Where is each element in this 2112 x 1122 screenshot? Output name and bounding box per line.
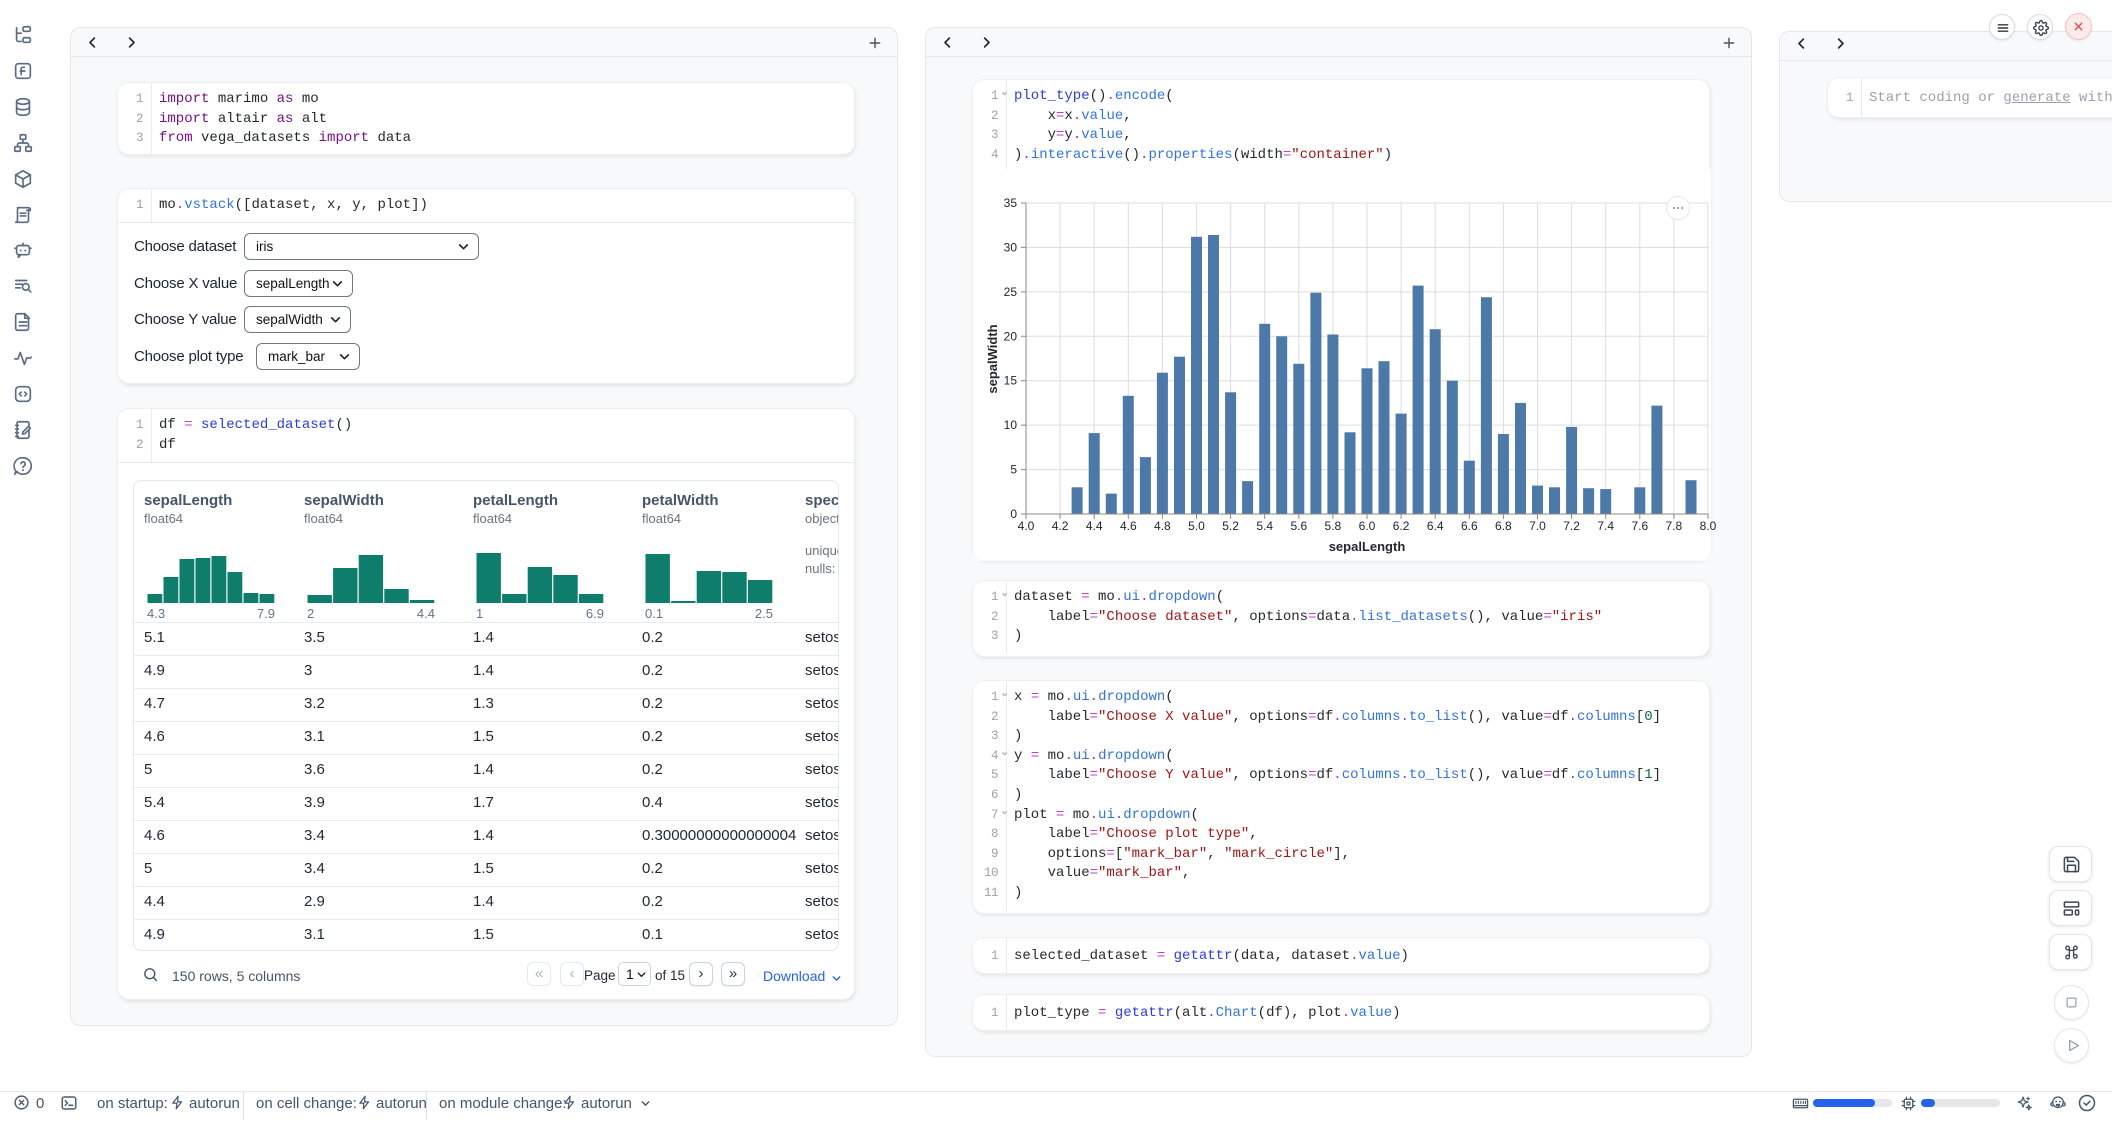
svg-text:4.0: 4.0 [1018,519,1035,533]
svg-text:6.6: 6.6 [1461,519,1478,533]
svg-text:25: 25 [1004,285,1018,299]
svg-text:4.8: 4.8 [1154,519,1171,533]
svg-text:6.8: 6.8 [1495,519,1512,533]
svg-text:sepalWidth: sepalWidth [985,324,1000,393]
svg-text:4.2: 4.2 [1052,519,1069,533]
svg-text:7.8: 7.8 [1666,519,1683,533]
svg-text:7.6: 7.6 [1631,519,1648,533]
svg-text:7.0: 7.0 [1529,519,1546,533]
svg-text:4.4: 4.4 [1086,519,1103,533]
svg-text:5.8: 5.8 [1325,519,1342,533]
svg-text:5.2: 5.2 [1222,519,1239,533]
svg-text:7.4: 7.4 [1597,519,1614,533]
svg-text:6.2: 6.2 [1393,519,1410,533]
svg-text:sepalLength: sepalLength [1329,539,1406,554]
svg-text:6.4: 6.4 [1427,519,1444,533]
svg-text:10: 10 [1004,418,1018,432]
svg-text:4.6: 4.6 [1120,519,1137,533]
svg-text:20: 20 [1004,329,1018,343]
svg-text:5.6: 5.6 [1290,519,1307,533]
svg-text:7.2: 7.2 [1563,519,1580,533]
svg-text:35: 35 [1004,196,1018,210]
svg-text:5: 5 [1010,463,1017,477]
svg-text:5.0: 5.0 [1188,519,1205,533]
svg-text:30: 30 [1004,240,1018,254]
svg-text:8.0: 8.0 [1700,519,1717,533]
svg-text:15: 15 [1004,374,1018,388]
svg-text:5.4: 5.4 [1256,519,1273,533]
svg-text:0: 0 [1010,507,1017,521]
svg-text:6.0: 6.0 [1359,519,1376,533]
